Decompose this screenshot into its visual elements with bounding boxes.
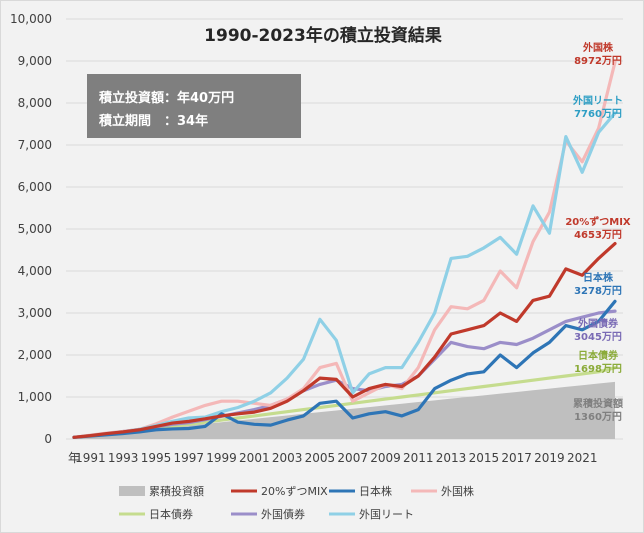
y-tick-label: 10,000 (10, 12, 52, 26)
end-label-value: 3278万円 (574, 285, 622, 297)
series-line (72, 366, 617, 439)
x-tick-label: 2013 (436, 451, 467, 465)
end-label-name: 外国債券 (577, 317, 619, 330)
y-tick-label: 3,000 (18, 306, 52, 320)
end-label-name: 外国株 (582, 41, 614, 54)
legend-item: 日本株 (359, 484, 392, 498)
x-tick-label: 2001 (239, 451, 270, 465)
legend-item: 20%ずつMIX (261, 485, 328, 498)
x-tick-label: 2009 (370, 451, 401, 465)
y-tick-label: 8,000 (18, 96, 52, 110)
y-tick-label: 9,000 (18, 54, 52, 68)
end-label-name: 日本株 (583, 271, 614, 284)
series-line (72, 299, 617, 439)
end-label-value: 1360万円 (574, 411, 622, 423)
y-tick-label: 0 (44, 432, 52, 446)
legend-item: 外国債券 (261, 507, 305, 521)
end-label-value: 7760万円 (574, 108, 622, 120)
series-line (72, 241, 617, 439)
x-tick-label: 1995 (141, 451, 172, 465)
y-tick-label: 2,000 (18, 348, 52, 362)
legend-item: 外国株 (441, 484, 474, 498)
info-box-line2: 積立期間 ：34年 (98, 113, 208, 129)
x-tick-label: 2007 (337, 451, 368, 465)
series-line (72, 60, 617, 439)
x-tick-label: 1993 (108, 451, 139, 465)
end-label-name: 20%ずつMIX (565, 215, 631, 228)
legend-item: 累積投資額 (149, 484, 204, 498)
x-tick-label: 2019 (534, 451, 565, 465)
end-label-name: 日本債券 (578, 349, 619, 362)
x-tick-label: 2015 (469, 451, 500, 465)
y-tick-label: 1,000 (18, 390, 52, 404)
info-box-line1: 積立投資額：年40万円 (98, 90, 234, 106)
y-tick-label: 6,000 (18, 180, 52, 194)
end-label-name: 外国リート (572, 94, 623, 107)
end-label-value: 4653万円 (574, 229, 622, 241)
end-label-name: 累積投資額 (573, 397, 623, 410)
info-box (87, 74, 301, 138)
x-tick-label: 2011 (403, 451, 434, 465)
end-label-value: 8972万円 (574, 55, 622, 67)
x-tick-label: 2003 (272, 451, 303, 465)
y-tick-label: 5,000 (18, 222, 52, 236)
x-tick-label: 2021 (567, 451, 598, 465)
end-label-value: 3045万円 (574, 331, 622, 343)
y-tick-label: 7,000 (18, 138, 52, 152)
x-tick-label: 1997 (173, 451, 204, 465)
x-unit-label: 年 (68, 451, 80, 465)
end-label-value: 1698万円 (574, 363, 622, 375)
y-tick-label: 4,000 (18, 264, 52, 278)
x-tick-label: 1999 (206, 451, 237, 465)
x-tick-label: 1991 (75, 451, 106, 465)
x-tick-label: 2005 (305, 451, 336, 465)
legend-swatch (119, 486, 145, 496)
x-tick-label: 2017 (501, 451, 532, 465)
legend-item: 外国リート (359, 508, 414, 521)
chart-title: 1990-2023年の積立投資結果 (204, 25, 442, 46)
legend-item: 日本債券 (149, 507, 193, 521)
